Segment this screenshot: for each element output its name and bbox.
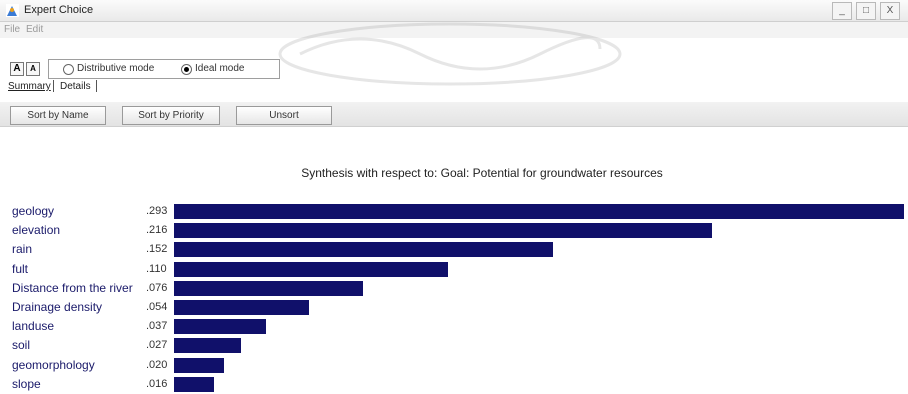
minimize-button[interactable]: _ — [832, 2, 852, 20]
category-label: rain — [12, 242, 33, 257]
unsort-button[interactable]: Unsort — [236, 106, 332, 125]
priority-bar — [174, 242, 553, 258]
value-label: .110 — [146, 262, 167, 275]
menu-edit[interactable]: Edit — [26, 24, 44, 35]
expert-choice-icon — [6, 4, 19, 17]
menu-file[interactable]: File — [4, 24, 21, 35]
synthesis-heading: Synthesis with respect to: Goal: Potenti… — [301, 166, 663, 180]
window-title: Expert Choice — [24, 4, 94, 16]
value-label: .216 — [146, 224, 168, 237]
distributive-mode-label[interactable]: Distributive mode — [77, 63, 155, 74]
category-label: geology — [12, 204, 55, 218]
priority-bar — [174, 223, 712, 239]
value-label: .076 — [146, 281, 168, 294]
chart-row: geology .293 — [0, 203, 908, 221]
chart-row: fult .110 — [0, 261, 908, 279]
chart-row: elevation .216 — [0, 222, 908, 240]
chart-row: slope .016 — [0, 376, 908, 394]
tab-divider — [53, 80, 54, 92]
close-button[interactable]: X — [880, 2, 900, 20]
priority-bar — [174, 280, 363, 296]
mode-selector: Distributive mode Ideal mode — [48, 59, 280, 79]
priority-bar — [174, 204, 904, 219]
category-label: landuse — [12, 319, 55, 334]
ideal-mode-radio[interactable] — [181, 64, 192, 75]
chart-row: landuse .037 — [0, 318, 908, 336]
priority-bar — [174, 338, 241, 354]
maximize-button[interactable]: □ — [856, 2, 876, 20]
chart-row: rain .152 — [0, 241, 908, 259]
value-label: .020 — [146, 358, 168, 371]
font-increase-button[interactable]: A — [10, 62, 24, 76]
category-label: slope — [12, 376, 41, 391]
chart-row: geomorphology .020 — [0, 357, 908, 375]
sort-by-priority-button[interactable]: Sort by Priority — [122, 106, 220, 125]
value-label: .293 — [146, 205, 168, 217]
priority-bar — [174, 319, 266, 335]
tab-divider — [96, 80, 97, 92]
value-label: .016 — [146, 377, 168, 390]
priority-bar — [174, 357, 224, 373]
category-label: fult — [12, 261, 29, 276]
distributive-mode-radio[interactable] — [63, 64, 74, 75]
value-label: .152 — [146, 243, 168, 256]
category-label: geomorphology — [12, 357, 95, 372]
priority-bar — [174, 376, 214, 392]
priority-bar — [174, 261, 448, 277]
value-label: .037 — [146, 320, 168, 333]
sort-by-name-button[interactable]: Sort by Name — [10, 106, 106, 125]
category-label: soil — [12, 338, 31, 353]
title-bar: Expert Choice _ □ X — [0, 0, 908, 22]
chart-row: Drainage density .054 — [0, 299, 908, 317]
category-label: elevation — [12, 223, 61, 238]
value-label: .027 — [146, 339, 168, 352]
category-label: Drainage density — [12, 300, 103, 314]
tab-summary[interactable]: Summary — [8, 81, 51, 92]
category-label: Distance from the river — [12, 280, 133, 295]
chart-row: Distance from the river .076 — [0, 280, 908, 298]
tab-details[interactable]: Details — [60, 81, 91, 92]
priority-bar — [174, 300, 309, 315]
chart-row: soil .027 — [0, 337, 908, 355]
menu-bar: File Edit — [0, 22, 908, 38]
value-label: .054 — [146, 301, 168, 313]
ideal-mode-label[interactable]: Ideal mode — [195, 63, 245, 74]
font-decrease-button[interactable]: A — [26, 62, 40, 76]
